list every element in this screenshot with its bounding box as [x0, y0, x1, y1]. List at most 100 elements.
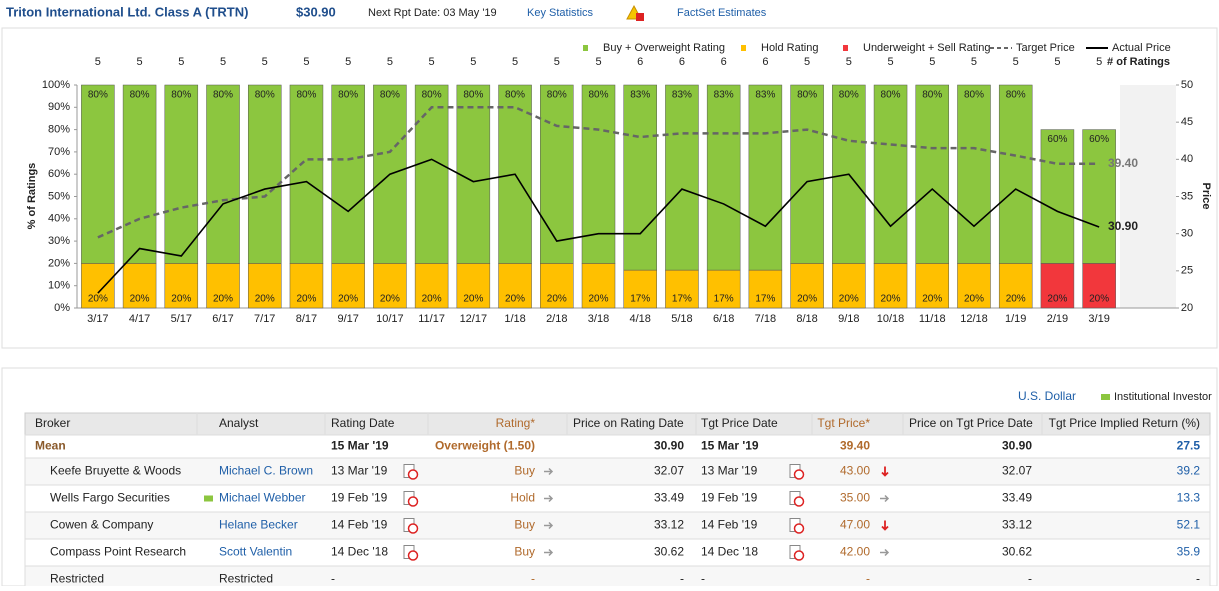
bar-segment	[289, 84, 324, 264]
x-tick-label: 5/17	[171, 313, 192, 325]
cell: 30.90	[1002, 439, 1032, 453]
legend-label: Hold Rating	[761, 42, 818, 54]
bar-label: 80%	[797, 90, 817, 101]
cell: 15 Mar '19	[701, 439, 759, 453]
x-tick-label: 4/17	[129, 313, 150, 325]
y2-tick-label: 35	[1181, 190, 1193, 202]
title: Triton International Ltd. Class A (TRTN)	[6, 4, 248, 19]
ratings-count: 5	[303, 56, 309, 68]
bar-segment	[915, 263, 950, 309]
y-tick-label: 70%	[48, 146, 70, 158]
cell: Restricted	[219, 572, 273, 586]
bar-segment	[206, 84, 240, 264]
x-tick-label: 11/17	[418, 313, 445, 325]
bar-segment	[373, 263, 407, 309]
x-tick-label: 8/18	[796, 313, 817, 325]
ratings-count: 5	[929, 56, 935, 68]
cell: Buy	[514, 464, 535, 478]
bar-label: 20%	[1006, 294, 1026, 305]
cell: Michael Webber	[219, 491, 305, 505]
right-margin	[1120, 85, 1176, 308]
legend-note: Institutional Investor	[1114, 391, 1212, 403]
bar-label: 83%	[672, 90, 692, 101]
bar-label: 20%	[422, 294, 442, 305]
bar-label: 60%	[1089, 134, 1109, 145]
price: $30.90	[296, 4, 336, 19]
cell: Helane Becker	[219, 518, 298, 532]
bar-label: 20%	[881, 294, 901, 305]
cell: 13 Mar '19	[701, 464, 758, 478]
column-header: Broker	[35, 416, 70, 430]
currency[interactable]: U.S. Dollar	[1018, 389, 1076, 403]
block-icon	[793, 523, 805, 534]
bar-segment	[748, 269, 783, 309]
cell: 52.1	[1177, 518, 1201, 532]
bar-label: 17%	[630, 294, 650, 305]
bar-segment	[873, 263, 908, 309]
row-bg	[24, 565, 1211, 591]
y-axis-label: % of Ratings	[26, 163, 38, 230]
bar-label: 17%	[672, 294, 692, 305]
ratings-count: 5	[95, 56, 101, 68]
cell: 35.9	[1177, 545, 1201, 559]
bar-segment	[247, 84, 282, 264]
bar-label: 80%	[839, 90, 859, 101]
ii-flag	[204, 495, 213, 502]
ratings-count: 5	[387, 56, 393, 68]
column-header: Rating*	[496, 416, 536, 430]
cell: 47.00	[840, 518, 870, 532]
bar-segment	[957, 84, 991, 264]
bar-label: 80%	[964, 90, 984, 101]
ratings-count: 5	[595, 56, 601, 68]
ratings-count: 6	[721, 56, 727, 68]
x-tick-label: 2/19	[1047, 313, 1068, 325]
bar-label: 20%	[380, 294, 400, 305]
column-header: Tgt Price*	[817, 416, 870, 430]
cell: -	[331, 572, 335, 586]
rating-arrow	[544, 467, 554, 476]
cell: 30.62	[654, 545, 684, 559]
next-report: Next Rpt Date: 03 May '19	[368, 7, 497, 19]
x-tick-label: 1/19	[1005, 313, 1026, 325]
y2-tick-label: 40	[1181, 153, 1193, 165]
y2-axis-label: Price	[1200, 183, 1212, 210]
cell: 15 Mar '19	[331, 439, 389, 453]
cell: 30.90	[654, 439, 684, 453]
link[interactable]: Key Statistics	[527, 7, 594, 19]
cell: Buy	[514, 545, 535, 559]
x-tick-label: 6/18	[713, 313, 734, 325]
bar-label: 80%	[171, 90, 191, 101]
y2-tick-label: 25	[1181, 265, 1193, 277]
cell: 42.00	[840, 545, 870, 559]
bar-segment	[790, 84, 824, 264]
line-series	[97, 106, 1100, 239]
cell: Scott Valentin	[219, 545, 292, 559]
ratings-count: 5	[262, 56, 268, 68]
bar-label: 20%	[255, 294, 275, 305]
cell: 19 Feb '19	[331, 491, 388, 505]
bar-label: 80%	[213, 90, 233, 101]
bar-segment	[331, 84, 365, 264]
bar-segment	[623, 84, 657, 271]
bar-segment	[81, 263, 115, 309]
x-tick-label: 3/18	[588, 313, 609, 325]
row-bg	[24, 434, 1211, 459]
header-bar	[0, 0, 1219, 26]
ratings-label: # of Ratings	[1107, 56, 1170, 68]
cell: 14 Feb '19	[701, 518, 758, 532]
cell: -	[701, 572, 705, 586]
column-header: Price on Rating Date	[573, 416, 684, 430]
x-tick-label: 11/18	[919, 313, 946, 325]
legend-swatch	[1101, 394, 1110, 400]
bar-label: 80%	[88, 90, 108, 101]
link[interactable]: FactSet Estimates	[677, 7, 767, 19]
cell: 27.5	[1177, 439, 1201, 453]
bar-label: 20%	[797, 294, 817, 305]
cell: -	[680, 572, 684, 586]
cell: Cowen & Company	[50, 518, 153, 532]
ratings-count: 5	[429, 56, 435, 68]
cell: Wells Fargo Securities	[50, 491, 170, 505]
y-tick-label: 100%	[42, 79, 70, 91]
